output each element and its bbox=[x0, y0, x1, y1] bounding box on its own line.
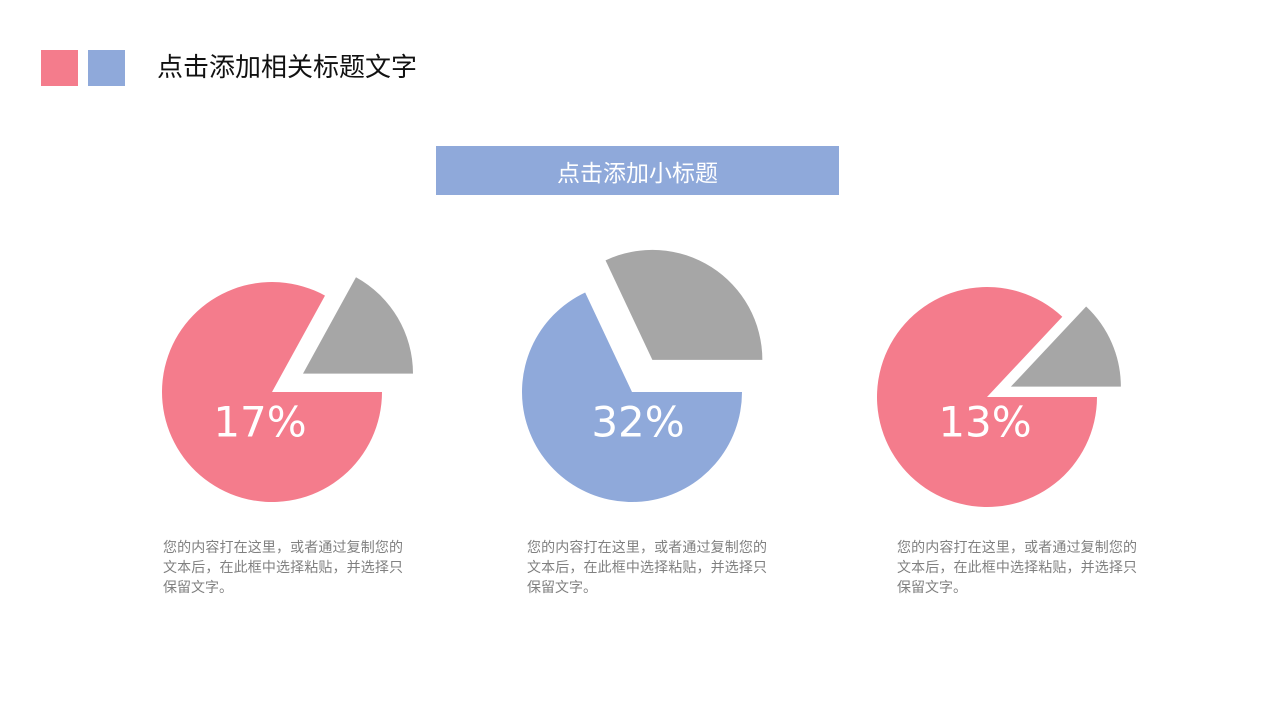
pie-3-highlight-slice[interactable] bbox=[1010, 306, 1121, 387]
pie-2-highlight-slice[interactable] bbox=[605, 249, 763, 360]
description-1[interactable]: 您的内容打在这里，或者通过复制您的文本后，在此框中选择粘贴，并选择只保留文字。 bbox=[163, 540, 403, 596]
pie-2-percent-label: 32% bbox=[591, 398, 684, 447]
pink-square-decoration bbox=[41, 50, 78, 86]
pie-1-remainder-slice[interactable] bbox=[161, 282, 382, 503]
pie-1-highlight-slice[interactable] bbox=[302, 277, 413, 374]
description-2[interactable]: 您的内容打在这里，或者通过复制您的文本后，在此框中选择粘贴，并选择只保留文字。 bbox=[527, 540, 767, 596]
pie-3-remainder-slice[interactable] bbox=[876, 286, 1097, 507]
page-title[interactable]: 点击添加相关标题文字 bbox=[157, 53, 418, 83]
subtitle-text: 点击添加小标题 bbox=[557, 160, 718, 187]
pie-2-remainder-slice[interactable] bbox=[522, 292, 742, 502]
pie-chart-1[interactable]: 17% bbox=[161, 277, 413, 503]
subtitle-box[interactable]: 点击添加小标题 bbox=[436, 146, 839, 195]
pie-chart-3[interactable]: 13% bbox=[876, 286, 1121, 507]
blue-square-decoration bbox=[88, 50, 125, 86]
pie-chart-2[interactable]: 32% bbox=[522, 249, 763, 502]
pie-3-percent-label: 13% bbox=[938, 398, 1031, 447]
description-3[interactable]: 您的内容打在这里，或者通过复制您的文本后，在此框中选择粘贴，并选择只保留文字。 bbox=[897, 540, 1137, 596]
pie-1-percent-label: 17% bbox=[213, 398, 306, 447]
